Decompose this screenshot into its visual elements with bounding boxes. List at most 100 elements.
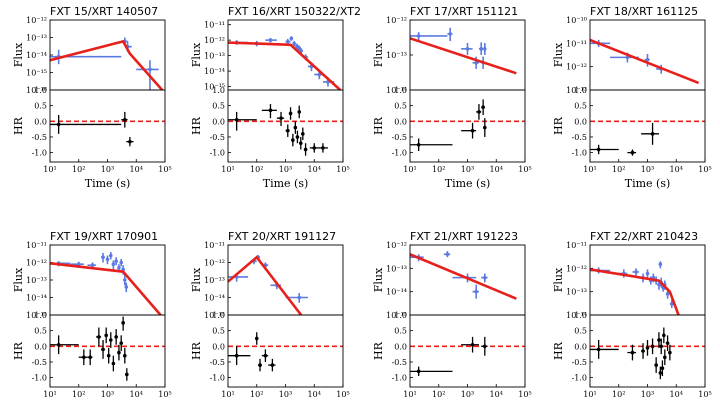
hr-axes: HR -1.0 -0.5 0.0 0.5 1.0 10¹ 10² 10³ 10⁴ 10⁵ Time (… <box>12 86 172 190</box>
flux-tick-label: 10⁻¹³ <box>566 86 587 95</box>
hr-marker <box>481 105 485 110</box>
time-tick-label: 10⁴ <box>130 165 143 174</box>
flux-point <box>108 251 113 260</box>
hr-point <box>483 118 487 137</box>
time-tick-label: 10⁴ <box>490 390 503 399</box>
hr-marker <box>483 344 487 349</box>
flux-point <box>119 258 124 267</box>
time-tick-label: 10² <box>612 390 625 399</box>
flux-marker <box>474 289 478 294</box>
hr-point <box>657 332 661 348</box>
hr-marker <box>630 350 635 355</box>
flux-marker <box>445 252 450 257</box>
flux-point <box>478 42 484 55</box>
flux-marker <box>123 278 127 282</box>
hr-point <box>298 136 303 150</box>
hr-tick-label: -1.0 <box>392 374 407 383</box>
flux-marker <box>479 47 484 51</box>
flux-point <box>461 43 473 55</box>
flux-point <box>124 282 129 293</box>
hr-point <box>117 344 121 361</box>
flux-tick-label: 10⁻¹⁴ <box>204 67 225 76</box>
hr-marker <box>108 338 113 342</box>
hr-point <box>641 343 645 359</box>
hr-axis-label: HR <box>12 341 25 360</box>
flux-point <box>447 27 453 42</box>
hr-frame <box>589 314 706 388</box>
panel-3: FXT 17/XRT 151121 Flux 10⁻¹⁴ 10⁻¹³ 10⁻¹² HR -1… <box>372 5 532 190</box>
hr-tick-label: 0.0 <box>394 117 407 126</box>
hr-tick-label: -0.5 <box>210 358 225 367</box>
time-tick-label: 10² <box>250 165 263 174</box>
hr-axis-label: HR <box>12 116 25 135</box>
hr-marker <box>596 147 601 152</box>
flux-marker <box>483 275 487 280</box>
hr-point <box>481 99 485 116</box>
hr-data <box>590 327 705 380</box>
flux-marker <box>416 34 421 38</box>
flux-tick-label: 10⁻¹⁴ <box>26 51 47 60</box>
panel-1: FXT 15/XRT 140507 Flux 10⁻¹⁶ 10⁻¹⁵ 10⁻¹⁴ 10⁻¹… <box>12 5 172 190</box>
flux-tick-label: 10⁻¹⁴ <box>386 288 407 297</box>
flux-marker <box>148 67 152 72</box>
flux-tick-label: 10⁻¹⁴ <box>26 294 47 303</box>
flux-tick-label: 10⁻¹¹ <box>204 241 225 250</box>
hr-marker <box>650 344 655 349</box>
hr-axis-label: HR <box>190 341 203 360</box>
hr-tick-label: 1.0 <box>394 86 407 95</box>
flux-axis-label: Flux <box>190 42 203 67</box>
flux-tick-label: 10⁻¹⁶ <box>26 86 47 95</box>
flux-tick-label: 10⁻¹² <box>386 241 407 250</box>
hr-axes: HR -1.0 -0.5 0.0 0.5 1.0 10¹ 10² 10³ 10⁴ 10⁵ Time (… <box>190 86 350 190</box>
hr-axis-label: HR <box>552 116 565 135</box>
time-tick-label: 10¹ <box>583 390 596 399</box>
flux-marker <box>268 38 273 42</box>
time-axis-label: Time (s) <box>445 177 491 190</box>
panel-2: FXT 16/XRT 150322/XT2 Flux 10⁻¹⁵ 10⁻¹⁴ 10⁻¹³… <box>190 5 361 190</box>
flux-marker <box>90 263 95 268</box>
flux-point <box>101 252 105 263</box>
hr-marker <box>111 361 116 366</box>
hr-frame <box>589 89 706 163</box>
time-tick-label: 10⁵ <box>518 390 531 399</box>
hr-point <box>108 332 113 348</box>
hr-point <box>50 115 122 134</box>
time-tick-label: 10⁵ <box>158 390 171 399</box>
hr-axis-label: HR <box>552 341 565 360</box>
hr-point <box>96 327 102 347</box>
hr-marker <box>483 125 487 130</box>
hr-tick-label: -0.5 <box>572 358 587 367</box>
flux-tick-label: 10⁻¹³ <box>386 264 407 273</box>
flux-point <box>443 251 451 258</box>
time-tick-label: 10¹ <box>221 165 234 174</box>
hr-tick-label: 1.0 <box>394 311 407 320</box>
hr-marker <box>117 350 121 355</box>
flux-marker <box>76 262 81 266</box>
flux-marker <box>474 60 478 65</box>
time-tick-label: 10² <box>72 165 85 174</box>
flux-tick-label: 10⁻¹⁵ <box>26 311 47 320</box>
hr-marker <box>291 138 295 142</box>
hr-marker <box>101 347 105 352</box>
hr-point <box>665 335 670 351</box>
hr-point <box>114 329 118 345</box>
hr-marker <box>119 341 124 345</box>
hr-marker <box>303 147 308 152</box>
flux-marker <box>634 270 638 274</box>
hr-point <box>261 349 269 362</box>
model-line <box>50 262 162 315</box>
flux-axes: FXT 18/XRT 161125 Flux 10⁻¹³ 10⁻¹² 10⁻¹¹ 10⁻¹… <box>552 5 706 95</box>
time-tick-label: 10⁴ <box>670 390 683 399</box>
hr-tick-label: 0.0 <box>34 342 47 351</box>
hr-marker <box>668 350 672 355</box>
flux-marker <box>465 47 470 51</box>
flux-tick-label: 10⁻¹³ <box>26 276 47 285</box>
hr-tick-label: 0.5 <box>34 102 47 111</box>
hr-marker <box>106 353 111 358</box>
flux-marker <box>317 72 322 77</box>
flux-point <box>111 260 116 270</box>
hr-marker <box>416 142 421 147</box>
time-tick-label: 10³ <box>641 390 654 399</box>
hr-point <box>291 133 295 147</box>
flux-tick-label: 10⁻¹⁰ <box>566 16 587 25</box>
